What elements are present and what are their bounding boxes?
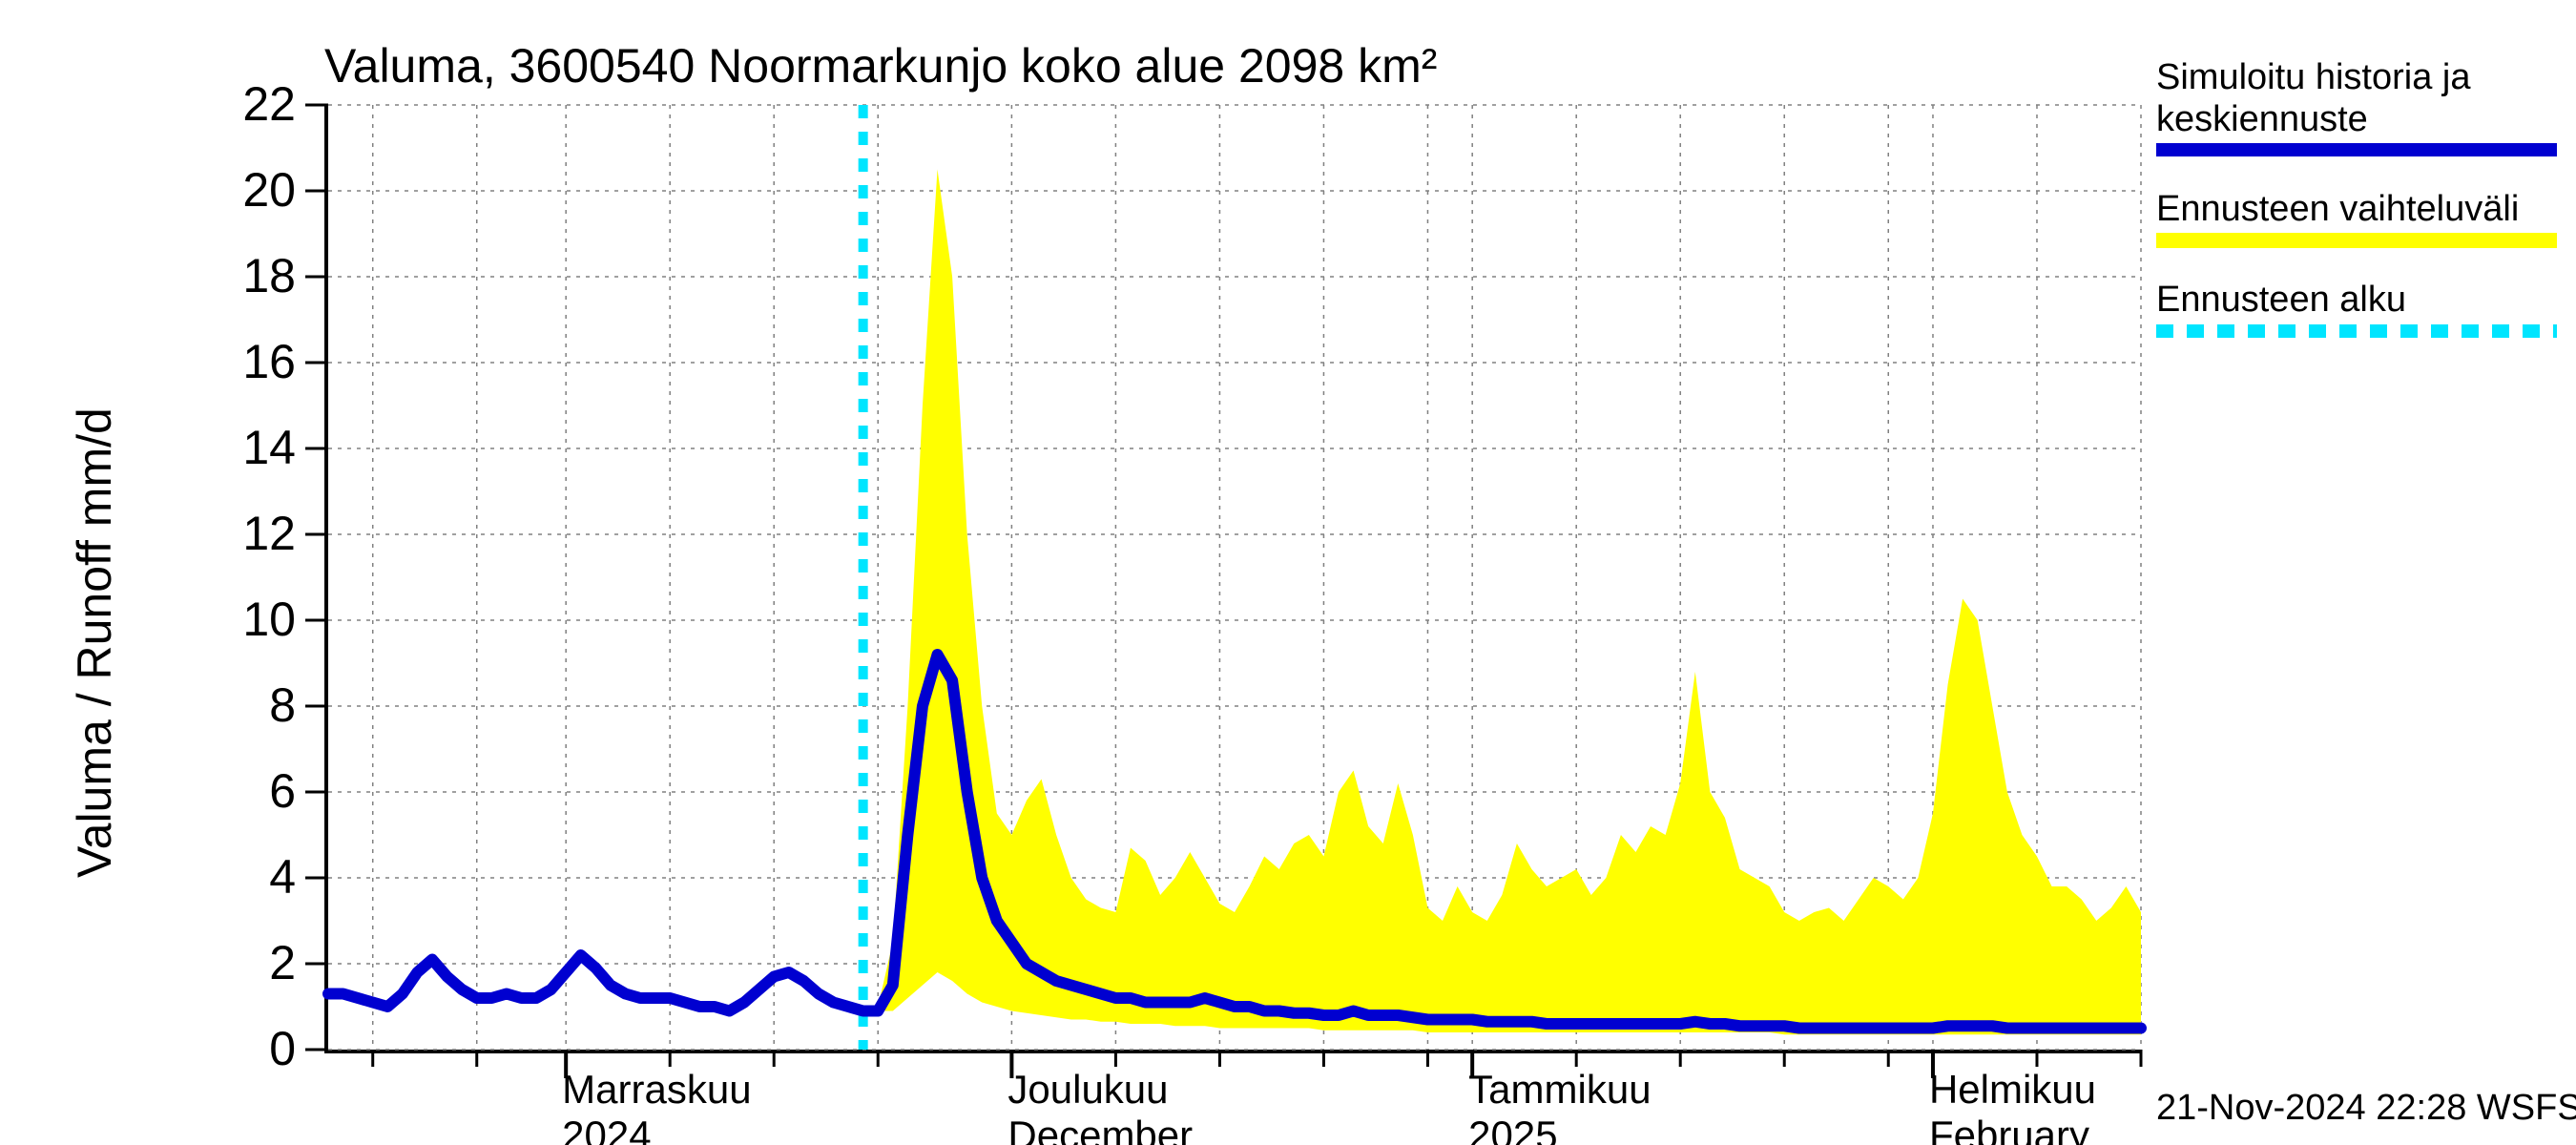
y-tick-label: 16 [210,334,296,389]
legend-item-band: Ennusteen vaihteluväli [2156,189,2576,276]
footer-timestamp: 21-Nov-2024 22:28 WSFS-O [2156,1088,2576,1129]
y-axis-label: Valuma / Runoff mm/d [67,407,122,878]
legend-label: Ennusteen alku [2156,280,2576,322]
y-tick-label: 18 [210,248,296,303]
plot-area [324,105,2141,1053]
chart-svg [328,105,2141,1050]
x-month-label-top: Joulukuu [1008,1067,1168,1113]
chart-container: Valuma, 3600540 Noormarkunjo koko alue 2… [0,0,2576,1145]
legend-swatch-line [2156,142,2557,157]
y-tick-label: 8 [210,677,296,733]
chart-title: Valuma, 3600540 Noormarkunjo koko alue 2… [324,38,1437,94]
y-tick-label: 12 [210,506,296,561]
legend: Simuloitu historia ja keskiennuste Ennus… [2156,57,2576,370]
legend-label: Ennusteen vaihteluväli [2156,189,2576,231]
x-month-label-bottom: December [1008,1113,1193,1145]
legend-swatch-dash [2156,323,2557,339]
x-month-label-top: Helmikuu [1929,1067,2096,1113]
y-tick-label: 6 [210,763,296,819]
legend-item-forecast-start: Ennusteen alku [2156,280,2576,366]
legend-swatch-band [2156,233,2557,248]
x-month-label-bottom: 2025 [1468,1113,1557,1145]
y-tick-label: 0 [210,1021,296,1076]
y-tick-label: 4 [210,849,296,905]
x-month-label-bottom: 2024 [562,1113,651,1145]
y-tick-label: 20 [210,162,296,218]
y-tick-label: 2 [210,935,296,990]
x-month-label-top: Marraskuu [562,1067,751,1113]
y-tick-label: 10 [210,592,296,647]
legend-item-history: Simuloitu historia ja keskiennuste [2156,57,2576,185]
legend-label: Simuloitu historia ja keskiennuste [2156,57,2576,140]
x-month-label-bottom: February [1929,1113,2089,1145]
x-month-label-top: Tammikuu [1468,1067,1651,1113]
y-tick-label: 22 [210,76,296,132]
y-tick-label: 14 [210,420,296,475]
